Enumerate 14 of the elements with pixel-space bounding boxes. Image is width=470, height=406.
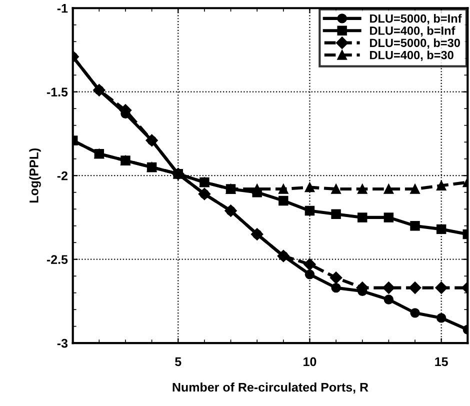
legend-label: DLU=400, b=Inf bbox=[370, 26, 456, 37]
legend-label: DLU=5000, b=Inf bbox=[370, 14, 462, 24]
y-axis-title: Log(PPL) bbox=[29, 148, 41, 203]
legend-label: DLU=400, b=30 bbox=[370, 50, 454, 61]
y-tick-label: -2 bbox=[57, 171, 68, 180]
y-tick-label: -3 bbox=[57, 338, 68, 348]
x-axis-title: Number of Re-circulated Ports, R bbox=[172, 382, 368, 394]
x-tick-label: 15 bbox=[435, 357, 448, 366]
x-tick-label: 10 bbox=[304, 357, 316, 366]
y-tick-label: -2.5 bbox=[46, 255, 68, 264]
x-tick-label: 5 bbox=[175, 357, 182, 366]
legend-label: DLU=5000, b=30 bbox=[370, 38, 460, 49]
y-tick-label: -1.5 bbox=[46, 88, 68, 97]
y-tick-label: -1 bbox=[57, 4, 68, 13]
